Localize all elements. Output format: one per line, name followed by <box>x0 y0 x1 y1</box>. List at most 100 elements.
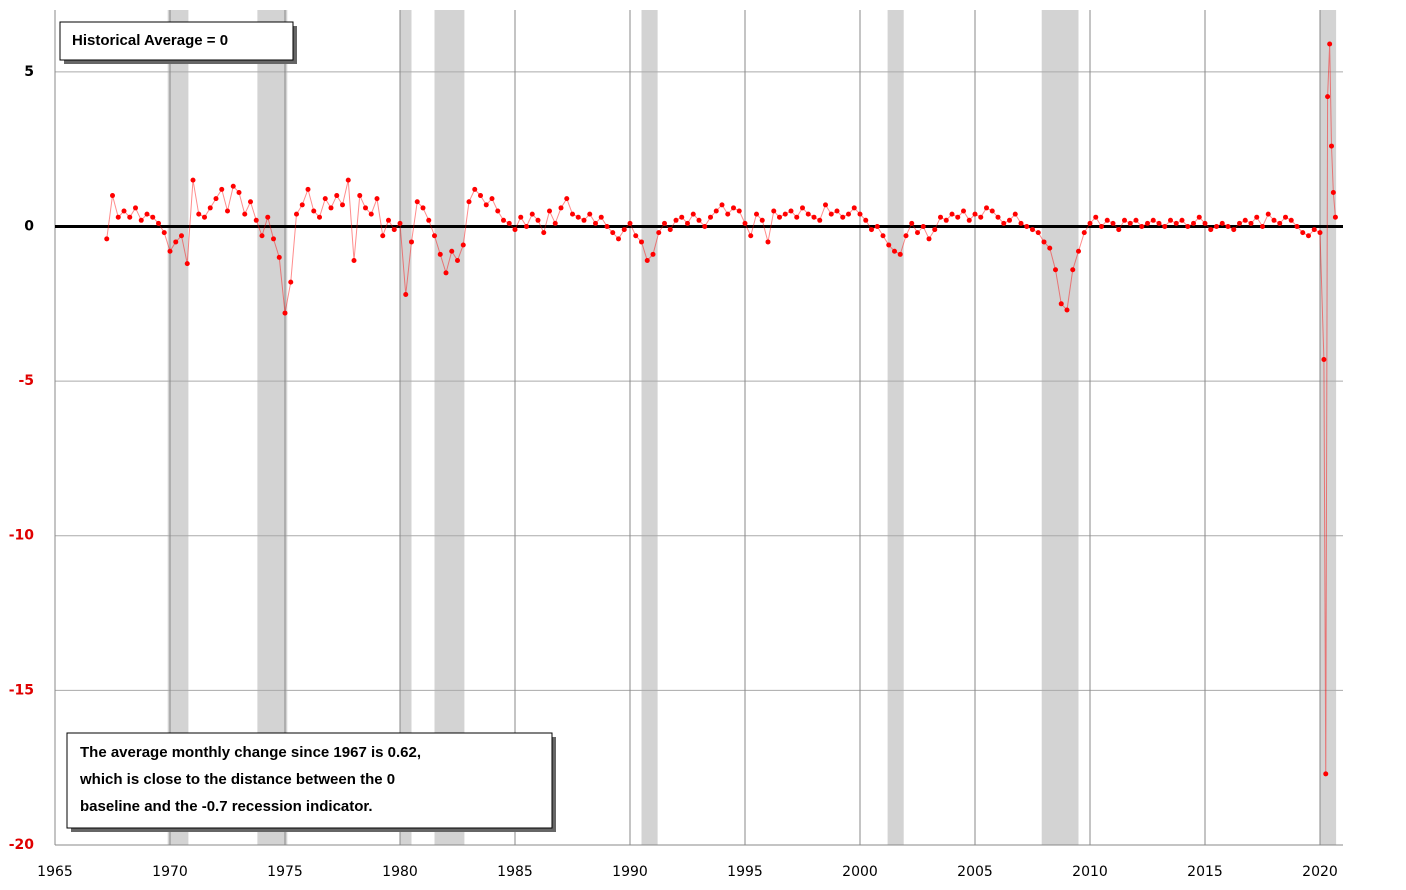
marker <box>938 214 943 220</box>
marker <box>150 214 156 220</box>
marker <box>1047 245 1053 251</box>
marker <box>403 292 409 298</box>
marker <box>518 214 524 220</box>
marker <box>115 214 121 220</box>
marker <box>483 202 489 208</box>
annotation: which is close to the distance between t… <box>79 771 395 788</box>
marker <box>897 251 903 257</box>
marker <box>460 242 466 248</box>
recession-band <box>641 10 658 845</box>
marker <box>397 220 403 226</box>
marker <box>259 233 265 239</box>
marker <box>1260 223 1265 229</box>
marker <box>1001 220 1007 226</box>
marker <box>777 214 782 220</box>
annotation-box <box>66 732 553 829</box>
marker <box>1012 211 1018 217</box>
marker <box>823 202 828 208</box>
recession-band <box>887 10 904 845</box>
marker <box>1321 356 1327 362</box>
marker <box>1030 227 1035 233</box>
recession-band <box>257 10 288 845</box>
marker <box>989 208 995 214</box>
marker <box>1041 239 1047 245</box>
marker <box>1329 143 1334 149</box>
marker <box>334 193 340 199</box>
marker <box>650 251 656 257</box>
marker <box>1265 211 1271 217</box>
annotation: Historical Average = 0 <box>72 32 228 49</box>
marker <box>1024 223 1030 229</box>
marker <box>1007 217 1012 223</box>
marker <box>478 193 483 199</box>
marker <box>380 233 386 239</box>
marker <box>322 196 328 202</box>
marker <box>685 220 690 226</box>
marker <box>736 208 742 214</box>
marker <box>1254 214 1260 220</box>
marker <box>529 211 535 217</box>
marker <box>391 227 397 233</box>
x-tick-label: 1975 <box>267 864 303 880</box>
marker <box>621 227 627 233</box>
marker <box>575 214 581 220</box>
marker <box>673 217 679 223</box>
marker <box>984 205 989 211</box>
marker <box>610 230 616 236</box>
y-tick-label: 0 <box>24 218 34 234</box>
marker <box>627 220 633 226</box>
marker <box>414 199 420 205</box>
marker <box>541 230 547 236</box>
marker <box>1058 301 1064 307</box>
marker <box>713 208 719 214</box>
marker <box>840 214 846 220</box>
marker <box>1110 220 1116 226</box>
marker <box>719 202 725 208</box>
marker <box>219 186 225 192</box>
marker <box>828 211 834 217</box>
marker <box>564 196 570 202</box>
y-tick-label: -20 <box>9 837 35 853</box>
marker <box>317 214 322 220</box>
marker <box>196 211 202 217</box>
marker <box>593 220 598 226</box>
marker <box>909 220 915 226</box>
marker <box>811 214 817 220</box>
marker <box>368 211 374 217</box>
marker <box>966 217 972 223</box>
marker <box>121 208 127 214</box>
marker <box>156 220 161 226</box>
marker <box>1332 214 1338 220</box>
marker <box>1185 223 1191 229</box>
marker <box>1018 220 1024 226</box>
marker <box>696 217 702 223</box>
marker <box>253 217 259 223</box>
marker <box>1323 771 1329 777</box>
marker <box>1219 220 1225 226</box>
recession-band <box>167 10 189 845</box>
marker <box>1277 220 1283 226</box>
marker <box>311 208 317 214</box>
marker <box>167 248 173 254</box>
marker <box>230 183 236 189</box>
marker <box>800 205 805 211</box>
x-tick-label: 1995 <box>727 864 763 880</box>
x-tick-label: 1970 <box>152 864 188 880</box>
annotations: Historical Average = 0 The average month… <box>59 21 556 832</box>
marker <box>524 223 529 229</box>
marker <box>443 270 449 276</box>
marker <box>449 248 455 254</box>
marker <box>1035 230 1041 236</box>
marker <box>656 230 662 236</box>
marker <box>138 217 144 223</box>
recession-band <box>1320 10 1337 845</box>
marker <box>1191 220 1196 226</box>
marker <box>978 214 984 220</box>
marker <box>920 223 926 229</box>
marker <box>1070 267 1076 273</box>
marker <box>788 208 794 214</box>
marker <box>1294 223 1300 229</box>
x-tick-label: 2020 <box>1302 864 1338 880</box>
marker <box>363 205 368 211</box>
